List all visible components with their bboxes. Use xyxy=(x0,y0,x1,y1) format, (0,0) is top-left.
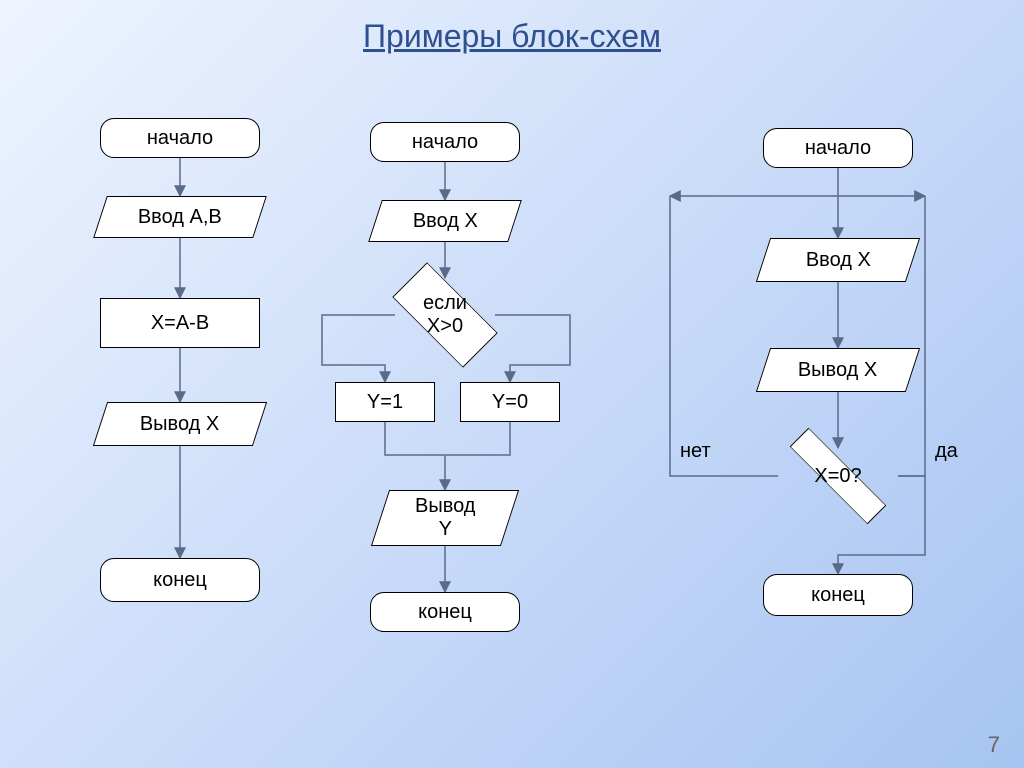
flowchart2-y1: Y=1 xyxy=(335,382,435,422)
flowchart1-input: Ввод A,B xyxy=(93,196,267,238)
page-number: 7 xyxy=(988,732,1000,758)
flowchart1-calc: X=A-B xyxy=(100,298,260,348)
flowchart2-start: начало xyxy=(370,122,520,162)
flowchart3-input: Ввод X xyxy=(756,238,920,282)
flowchart3-start: начало xyxy=(763,128,913,168)
flowchart3-end: конец xyxy=(763,574,913,616)
page-title: Примеры блок-схем xyxy=(0,18,1024,55)
slide-canvas: Примеры блок-схем 7 начало Ввод A,B X=A-B В… xyxy=(0,0,1024,768)
flowchart3-label-no: нет xyxy=(680,440,711,463)
flowchart1-end: конец xyxy=(100,558,260,602)
flowchart3-cond: X=0? xyxy=(783,452,893,500)
flowchart3-output: Вывод X xyxy=(756,348,920,392)
flowchart2-y0: Y=0 xyxy=(460,382,560,422)
flowchart2-output: Вывод Y xyxy=(371,490,519,546)
flowchart2-end: конец xyxy=(370,592,520,632)
flowchart1-start: начало xyxy=(100,118,260,158)
flowchart3-label-yes: да xyxy=(935,440,958,463)
flowchart2-cond: если X>0 xyxy=(395,280,495,350)
flowchart2-input: Ввод X xyxy=(368,200,522,242)
flowchart1-output: Вывод X xyxy=(93,402,267,446)
